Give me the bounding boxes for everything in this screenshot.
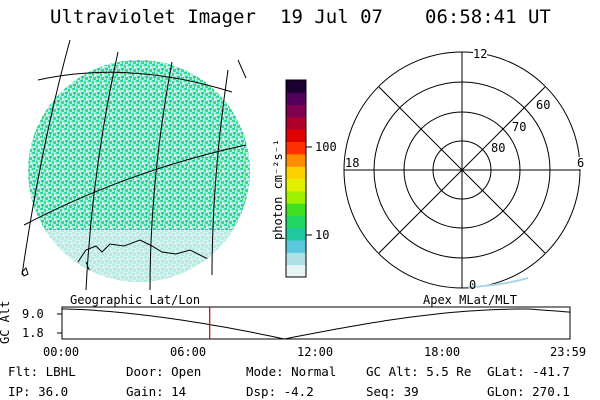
colorbar-cell bbox=[286, 227, 306, 241]
lat-label-60: 60 bbox=[536, 98, 551, 112]
seq-info: Seq: 39 bbox=[366, 384, 419, 399]
colorbar-tick-label-10: 10 bbox=[315, 228, 330, 242]
altitude-ytick-9: 9.0 bbox=[22, 307, 44, 321]
mlt-label-0: 0 bbox=[469, 278, 477, 292]
observation-time: 06:58:41 UT bbox=[425, 6, 551, 28]
gain-info: Gain: 14 bbox=[126, 384, 187, 399]
colorbar-cell bbox=[286, 104, 306, 118]
mode-info: Mode: Normal bbox=[246, 364, 337, 379]
lat-label-80: 80 bbox=[491, 141, 506, 155]
mlt-label-6: 6 bbox=[577, 156, 585, 170]
door-info: Door: Open bbox=[126, 364, 202, 379]
mlt-label-12: 12 bbox=[473, 47, 488, 61]
colorbar-cell bbox=[286, 203, 306, 216]
time-tick-1200: 12:00 bbox=[297, 345, 334, 359]
ip-info: IP: 36.0 bbox=[8, 384, 69, 399]
polar-diagonal-2 bbox=[378, 86, 546, 254]
observation-date: 19 Jul 07 bbox=[280, 6, 383, 28]
dsp-info: Dsp: -4.2 bbox=[246, 384, 314, 399]
apex-projection-label: Apex MLat/MLT bbox=[423, 293, 517, 307]
colorbar-cell bbox=[286, 264, 306, 278]
altitude-curve bbox=[62, 308, 571, 340]
altitude-ylabel: GC Alt bbox=[0, 300, 12, 344]
colorbar-cell bbox=[286, 80, 306, 93]
colorbar-cell bbox=[286, 178, 306, 192]
coastline bbox=[77, 239, 239, 263]
colorbar-cell bbox=[286, 190, 306, 204]
geographic-grid bbox=[21, 39, 247, 291]
altitude-ytick-1-8: 1.8 bbox=[22, 326, 44, 340]
colorbar-cell bbox=[286, 129, 306, 143]
gc-alt-info: GC Alt: 5.5 Re bbox=[366, 364, 472, 379]
filter-info: Flt: LBHL bbox=[8, 364, 76, 379]
polar-image-edge bbox=[467, 277, 529, 288]
colorbar-cell bbox=[286, 116, 306, 130]
colorbar-cell bbox=[286, 215, 306, 229]
colorbar-cell bbox=[286, 141, 306, 155]
time-tick-0000: 00:00 bbox=[43, 345, 80, 359]
glat-info: GLat: -41.7 bbox=[487, 364, 570, 379]
colorbar-cell bbox=[286, 92, 306, 106]
colorbar-cell bbox=[286, 166, 306, 179]
colorbar-cell bbox=[286, 153, 306, 167]
glon-info: GLon: 270.1 bbox=[487, 384, 570, 399]
altitude-plot-frame bbox=[61, 306, 571, 340]
colorbar-gradient bbox=[286, 80, 306, 278]
time-tick-0600: 06:00 bbox=[170, 345, 207, 359]
lat-label-70: 70 bbox=[512, 120, 527, 134]
colorbar-cell bbox=[286, 252, 306, 266]
time-tick-1800: 18:00 bbox=[424, 345, 461, 359]
instrument-title: Ultraviolet Imager bbox=[50, 6, 256, 28]
auroral-image-disc bbox=[28, 60, 250, 282]
mlt-label-18: 18 bbox=[345, 156, 360, 170]
colorbar-tick-label-100: 100 bbox=[315, 140, 337, 154]
geographic-projection-label: Geographic Lat/Lon bbox=[70, 293, 201, 307]
colorbar-cell bbox=[286, 240, 306, 253]
time-tick-2359: 23:59 bbox=[550, 345, 587, 359]
